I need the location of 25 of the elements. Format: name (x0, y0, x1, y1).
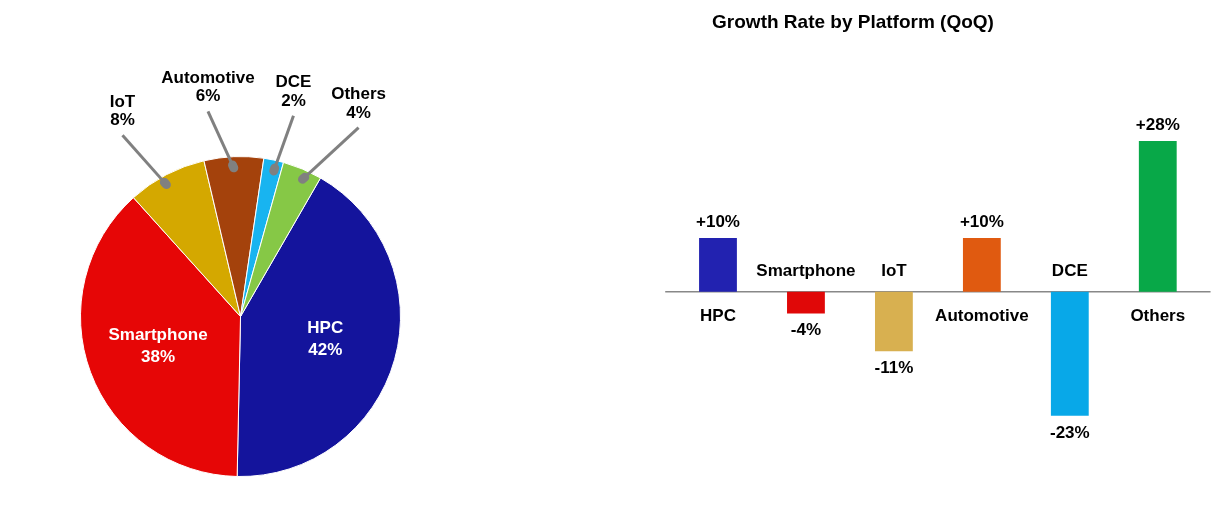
slice-label: Automotive (161, 67, 255, 87)
slice-label: IoT (109, 91, 136, 111)
x-tick-label: HPC (700, 305, 736, 325)
chart-title: Growth Rate by Platform (QoQ) (712, 10, 994, 32)
slice-label: Smartphone (108, 324, 208, 344)
slice-label: Others (331, 84, 386, 104)
data-label: 4% (346, 102, 371, 122)
data-label: -11% (874, 358, 914, 378)
data-label: 38% (141, 346, 176, 366)
data-label: +10% (696, 211, 740, 231)
x-tick-label: DCE (1051, 260, 1088, 280)
x-tick-label: Others (1130, 305, 1186, 325)
slice-label: HPC (307, 318, 344, 338)
data-label: -4% (790, 320, 822, 340)
data-label: 8% (110, 110, 135, 130)
data-label: +28% (1135, 114, 1180, 134)
x-tick-label: Automotive (935, 305, 1029, 325)
data-label: -23% (1049, 422, 1090, 442)
data-label: 2% (281, 90, 306, 110)
x-tick-label: IoT (881, 260, 908, 280)
data-label: 6% (195, 86, 221, 106)
x-tick-label: Smartphone (756, 260, 856, 280)
data-label: 42% (308, 340, 343, 360)
data-label: +10% (959, 211, 1004, 231)
slice-label: DCE (275, 72, 312, 92)
